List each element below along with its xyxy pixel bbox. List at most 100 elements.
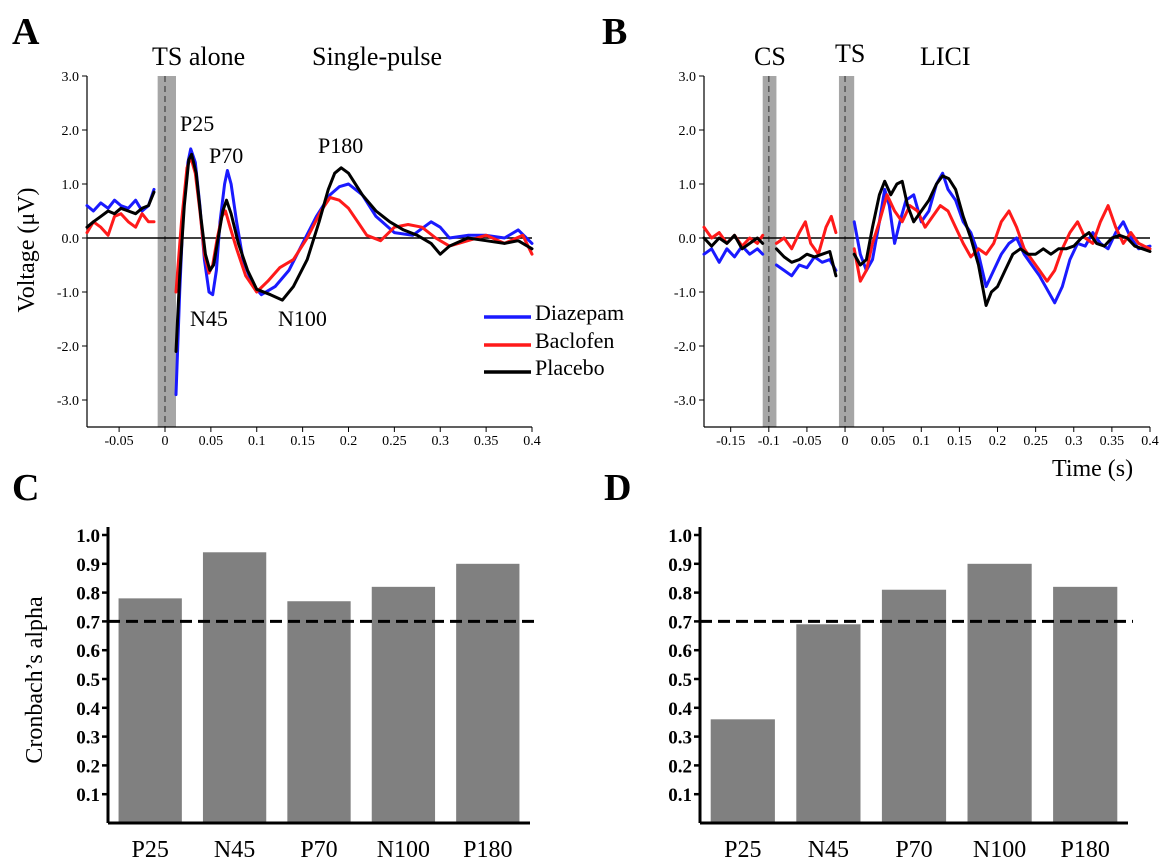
panel-a-x-tick-label: 0	[161, 434, 168, 449]
panel-b-xlabel: Time (s)	[1052, 456, 1133, 482]
panel-a-x-tick-label: -0.05	[105, 434, 134, 449]
annotation-p25: P25	[180, 111, 214, 136]
legend-label-placebo: Placebo	[535, 355, 605, 380]
panel-a-x-tick-label: 0.1	[248, 434, 266, 449]
panel-d-y-tick-label: 0.8	[668, 584, 692, 605]
panel-c-y-tick-label: 0.5	[76, 670, 100, 691]
annotation-n100: N100	[278, 306, 327, 331]
legend-label-baclofen: Baclofen	[535, 328, 614, 353]
panel-b-x-tick-label: 0.05	[871, 434, 896, 449]
panel-d-bar-n45	[796, 624, 861, 823]
panel-d-bar-p70	[881, 589, 947, 823]
panel-c-y-tick-label: 0.9	[76, 555, 100, 576]
panel-b-stim-window-0	[762, 76, 777, 427]
panel-c-y-tick-label: 0.6	[76, 641, 100, 662]
panel-a-x-tick-label: 0.25	[382, 434, 407, 449]
panel-b-x-tick-label: 0.2	[989, 434, 1007, 449]
panel-a-y-tick-label: -2.0	[57, 340, 79, 355]
panel-a-y-tick-label: 1.0	[62, 178, 80, 193]
panel-c-y-tick-label: 0.3	[76, 728, 100, 749]
panel-a-stim-window-0	[157, 76, 176, 427]
panel-letter-d: D	[604, 467, 631, 509]
panel-c-ylabel: Cronbach’s alpha	[22, 596, 48, 764]
panel-a-x-tick-label: 0.3	[431, 434, 449, 449]
panel-b-y-tick-label: 0.0	[679, 232, 697, 247]
panel-b-x-tick-label: 0.25	[1023, 434, 1048, 449]
panel-a-x-tick-label: 0.35	[474, 434, 499, 449]
panel-a-header-ts-alone: TS alone	[152, 42, 245, 71]
panel-b-series-baclofen-segment-1	[774, 214, 838, 256]
panel-c-category-label: N45	[214, 837, 255, 863]
panel-a-x-tick-label: 0.2	[340, 434, 358, 449]
panel-c-chart: P25 N45 P70 N100 P180 0.1 0.2 0.3 0.4 0.5 0.6 0.7 0.…	[22, 526, 535, 863]
panel-d-bar-p25	[710, 719, 775, 823]
panel-d-y-tick-label: 0.3	[668, 728, 692, 749]
panel-a-y-tick-label: 2.0	[62, 124, 80, 139]
panel-d-chart: P25 N45 P70 N100 P180 0.1 0.2 0.3 0.4 0.5 0.6 0.7 0.…	[668, 526, 1133, 863]
panel-b-x-tick-label: 0.4	[1141, 434, 1159, 449]
panel-d-bar-p180	[1053, 586, 1118, 823]
panel-b-chart: -0.15 -0.1 -0.05 0 0.05 0.1 0.15 0.2 0.25 0.3 0.35…	[674, 39, 1159, 482]
panel-d-category-label: P180	[1061, 837, 1110, 863]
panel-b-x-tick-label: 0.35	[1100, 434, 1125, 449]
panel-a-y-tick-label: 3.0	[62, 70, 80, 85]
panel-c-bar-n45	[202, 552, 267, 823]
annotation-n45: N45	[190, 306, 228, 331]
panel-c-y-tick-label: 0.2	[76, 756, 100, 777]
panel-c-bar-p180	[456, 563, 520, 823]
panel-b-series-diazepam-segment-1	[774, 255, 838, 278]
panel-letter-b: B	[602, 11, 627, 53]
panel-d-category-label: N100	[973, 837, 1026, 863]
panel-b-y-tick-label: 1.0	[679, 178, 697, 193]
panel-a-y-tick-label: -3.0	[57, 394, 79, 409]
panel-b-x-tick-label: -0.1	[758, 434, 780, 449]
panel-d-y-tick-label: 0.9	[668, 555, 692, 576]
panel-c-y-tick-label: 0.8	[76, 584, 100, 605]
panel-a-x-tick-label: 0.15	[290, 434, 315, 449]
panel-a-header-single-pulse: Single-pulse	[312, 42, 442, 71]
panel-c-bar-n100	[371, 586, 436, 823]
panel-b-y-tick-label: 2.0	[679, 124, 697, 139]
panel-d-y-tick-label: 0.1	[668, 785, 692, 806]
panel-c-category-label: P70	[300, 837, 337, 863]
panel-b-y-tick-label: -1.0	[674, 286, 696, 301]
panel-a-y-tick-label: -1.0	[57, 286, 79, 301]
panel-d-category-label: P70	[895, 837, 932, 863]
panel-b-series-diazepam-segment-2	[852, 171, 1152, 305]
panel-c-category-label: N100	[377, 837, 430, 863]
panel-b-y-tick-label: -3.0	[674, 394, 696, 409]
panel-b-y-tick-label: -2.0	[674, 340, 696, 355]
panel-b-header-lici: LICI	[920, 42, 971, 71]
panel-a-series-placebo-segment-1	[174, 152, 534, 353]
panel-b-header-cs: CS	[754, 42, 786, 71]
legend: Diazepam Baclofen Placebo	[484, 300, 624, 380]
panel-b-header-ts: TS	[835, 39, 865, 68]
panel-b-series-diazepam-segment-0	[702, 244, 765, 264]
panel-letter-c: C	[12, 467, 39, 509]
panel-a-series-diazepam-segment-0	[85, 187, 156, 213]
panel-b-series-placebo-segment-2	[852, 174, 1152, 307]
panel-d-y-tick-label: 0.7	[668, 612, 692, 633]
panel-b-x-tick-label: -0.05	[792, 434, 821, 449]
legend-label-diazepam: Diazepam	[535, 300, 624, 325]
annotation-p70: P70	[209, 143, 243, 168]
panel-b-series-baclofen-segment-2	[852, 193, 1152, 283]
panel-b-x-tick-label: -0.15	[716, 434, 745, 449]
panel-c-y-tick-label: 1.0	[76, 526, 100, 547]
panel-b-stim-window-1	[838, 76, 855, 427]
panel-d-category-label: N45	[808, 837, 849, 863]
panel-d-bar-n100	[967, 563, 1032, 823]
panel-a-chart: -0.05 0 0.05 0.1 0.15 0.2 0.25 0.3 0.35 0.4 3.0 2.0…	[14, 42, 624, 449]
panel-d-y-tick-label: 0.6	[668, 641, 692, 662]
panel-c-bar-p70	[287, 601, 351, 823]
panel-c-bar-p25	[118, 598, 182, 823]
panel-a-ylabel: Voltage (μV)	[14, 187, 40, 312]
panel-c-category-label: P180	[463, 837, 512, 863]
panel-b-series-placebo-segment-1	[774, 247, 838, 278]
panel-b-x-tick-label: 0.1	[913, 434, 931, 449]
panel-a-series-baclofen-segment-0	[85, 212, 156, 237]
annotation-p180: P180	[318, 133, 363, 158]
panel-d-y-tick-label: 0.4	[668, 699, 692, 720]
panel-a-y-tick-label: 0.0	[62, 232, 80, 247]
